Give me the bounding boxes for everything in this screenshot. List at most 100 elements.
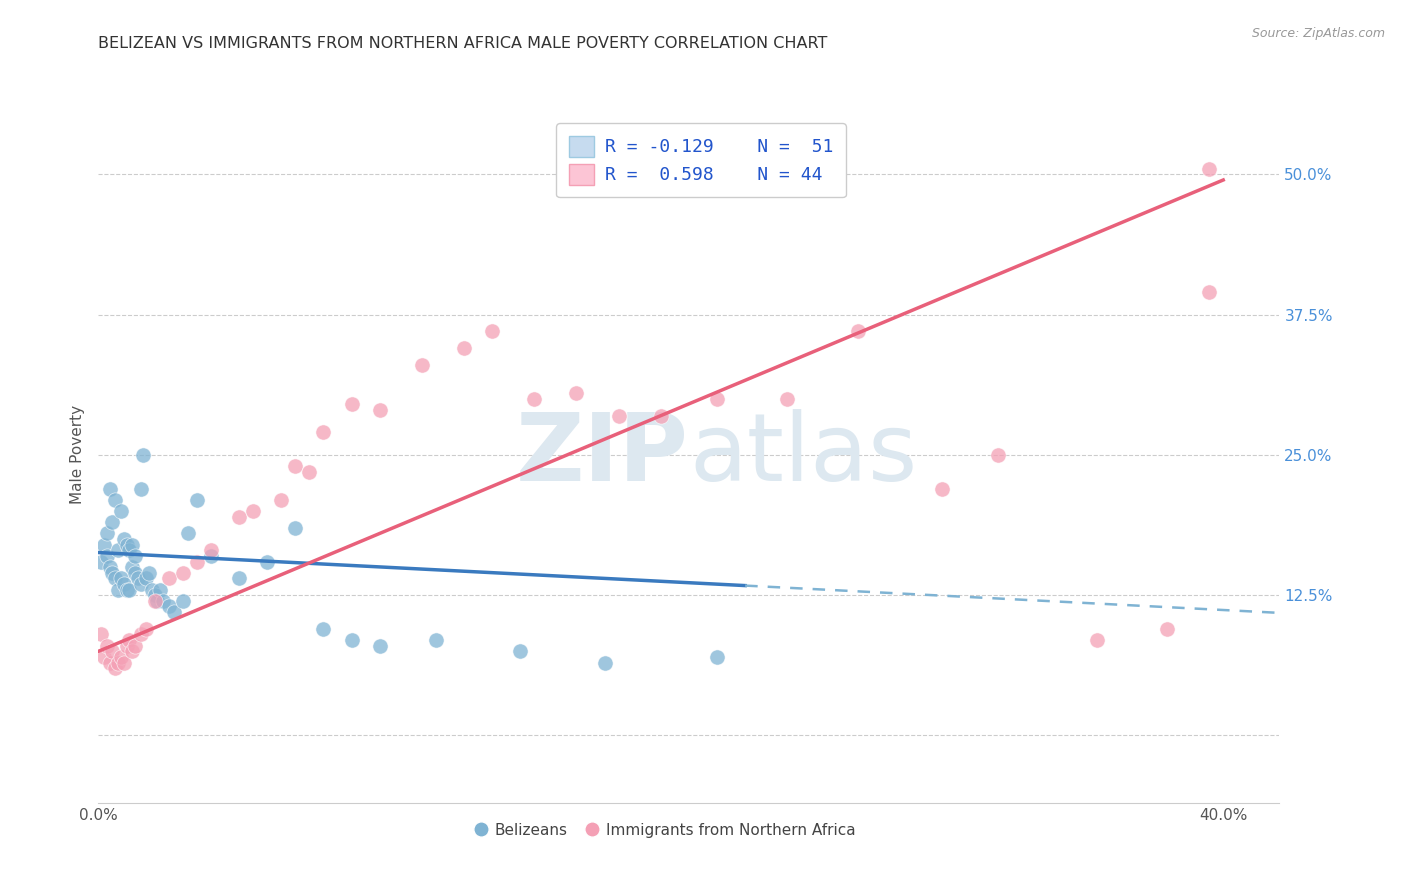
Y-axis label: Male Poverty: Male Poverty: [69, 405, 84, 505]
Text: ZIP: ZIP: [516, 409, 689, 501]
Point: [129, 627, 152, 641]
Point: [124, 639, 146, 653]
Point: [172, 594, 194, 608]
Point: [146, 594, 169, 608]
Point: [706, 392, 728, 406]
Point: [340, 633, 363, 648]
Point: [157, 599, 180, 614]
Point: [127, 571, 149, 585]
Point: [776, 392, 799, 406]
Point: [152, 594, 174, 608]
Point: [411, 358, 433, 372]
Point: [121, 644, 143, 658]
Point: [593, 656, 616, 670]
Point: [104, 571, 127, 585]
Point: [284, 521, 307, 535]
Point: [112, 532, 135, 546]
Point: [284, 459, 307, 474]
Text: atlas: atlas: [689, 409, 917, 501]
Point: [98, 560, 121, 574]
Point: [242, 504, 264, 518]
Point: [172, 566, 194, 580]
Text: BELIZEAN VS IMMIGRANTS FROM NORTHERN AFRICA MALE POVERTY CORRELATION CHART: BELIZEAN VS IMMIGRANTS FROM NORTHERN AFR…: [98, 36, 828, 51]
Point: [200, 543, 222, 558]
Point: [93, 538, 115, 552]
Point: [228, 509, 250, 524]
Point: [1198, 161, 1220, 176]
Point: [143, 588, 166, 602]
Point: [118, 543, 141, 558]
Point: [104, 661, 127, 675]
Point: [101, 515, 124, 529]
Point: [96, 549, 118, 563]
Point: [110, 571, 132, 585]
Point: [124, 549, 146, 563]
Point: [90, 555, 112, 569]
Point: [1085, 633, 1108, 648]
Point: [115, 639, 138, 653]
Point: [523, 392, 546, 406]
Point: [186, 492, 208, 507]
Point: [228, 571, 250, 585]
Point: [312, 425, 335, 440]
Point: [98, 482, 121, 496]
Point: [101, 644, 124, 658]
Point: [368, 403, 391, 417]
Point: [135, 622, 157, 636]
Point: [129, 577, 152, 591]
Point: [931, 482, 953, 496]
Point: [1198, 285, 1220, 300]
Point: [368, 639, 391, 653]
Point: [846, 325, 869, 339]
Point: [163, 605, 186, 619]
Point: [107, 656, 129, 670]
Point: [107, 582, 129, 597]
Point: [129, 482, 152, 496]
Point: [90, 627, 112, 641]
Point: [143, 594, 166, 608]
Point: [115, 582, 138, 597]
Point: [135, 571, 157, 585]
Point: [312, 622, 335, 636]
Point: [425, 633, 447, 648]
Point: [118, 582, 141, 597]
Point: [270, 492, 292, 507]
Point: [298, 465, 321, 479]
Point: [706, 649, 728, 664]
Point: [186, 555, 208, 569]
Point: [93, 649, 115, 664]
Point: [565, 386, 588, 401]
Point: [107, 543, 129, 558]
Text: Source: ZipAtlas.com: Source: ZipAtlas.com: [1251, 27, 1385, 40]
Point: [115, 538, 138, 552]
Point: [650, 409, 672, 423]
Point: [256, 555, 278, 569]
Point: [141, 582, 163, 597]
Point: [157, 571, 180, 585]
Point: [101, 566, 124, 580]
Point: [132, 448, 155, 462]
Point: [121, 538, 143, 552]
Point: [177, 526, 200, 541]
Point: [607, 409, 630, 423]
Point: [121, 560, 143, 574]
Point: [104, 492, 127, 507]
Point: [124, 566, 146, 580]
Point: [1156, 622, 1178, 636]
Point: [96, 526, 118, 541]
Point: [340, 397, 363, 411]
Point: [509, 644, 531, 658]
Point: [987, 448, 1010, 462]
Point: [96, 639, 118, 653]
Point: [200, 549, 222, 563]
Point: [98, 656, 121, 670]
Point: [118, 633, 141, 648]
Legend: Belizeans, Immigrants from Northern Africa: Belizeans, Immigrants from Northern Afri…: [468, 817, 862, 844]
Point: [110, 649, 132, 664]
Point: [110, 504, 132, 518]
Point: [453, 341, 475, 355]
Point: [138, 566, 160, 580]
Point: [149, 582, 172, 597]
Point: [112, 577, 135, 591]
Point: [481, 325, 503, 339]
